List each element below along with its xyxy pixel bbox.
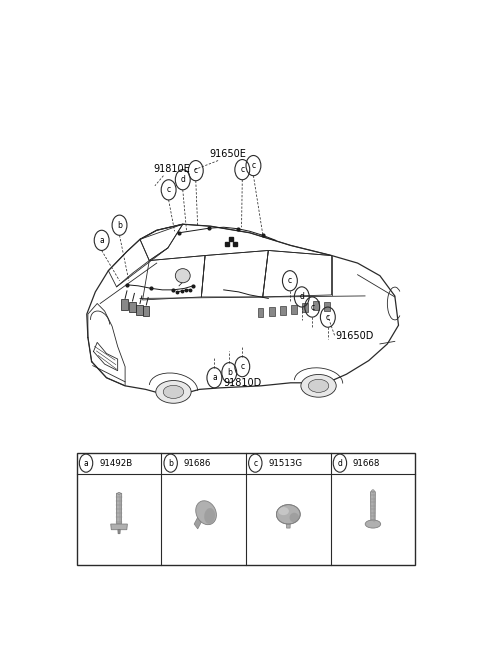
Polygon shape — [194, 513, 204, 529]
Text: d: d — [300, 293, 304, 301]
Text: 91810D: 91810D — [223, 379, 262, 388]
Ellipse shape — [278, 507, 289, 515]
FancyBboxPatch shape — [129, 302, 135, 312]
Ellipse shape — [163, 385, 184, 398]
Text: d: d — [180, 175, 185, 184]
Polygon shape — [371, 492, 375, 522]
Polygon shape — [117, 493, 121, 524]
Text: a: a — [84, 459, 88, 468]
Text: c: c — [288, 276, 292, 285]
Ellipse shape — [175, 269, 190, 283]
Text: c: c — [240, 362, 244, 371]
Bar — [77, 453, 415, 565]
Ellipse shape — [118, 493, 120, 494]
Ellipse shape — [301, 375, 336, 397]
Text: 91650E: 91650E — [210, 148, 247, 159]
Text: c: c — [252, 161, 255, 170]
FancyBboxPatch shape — [121, 299, 128, 310]
FancyBboxPatch shape — [280, 306, 286, 315]
Ellipse shape — [196, 501, 216, 525]
Text: c: c — [194, 166, 198, 175]
FancyBboxPatch shape — [269, 307, 275, 316]
Ellipse shape — [156, 380, 191, 403]
Ellipse shape — [276, 504, 300, 524]
Text: b: b — [117, 220, 122, 230]
Text: d: d — [337, 459, 342, 468]
FancyBboxPatch shape — [313, 301, 319, 310]
FancyBboxPatch shape — [258, 308, 264, 317]
Text: 91810E: 91810E — [153, 164, 190, 174]
Text: a: a — [212, 373, 217, 382]
Polygon shape — [373, 492, 375, 522]
Text: c: c — [326, 313, 330, 321]
Text: b: b — [168, 459, 173, 468]
Polygon shape — [111, 524, 127, 529]
FancyBboxPatch shape — [324, 302, 330, 311]
FancyBboxPatch shape — [136, 304, 143, 315]
Ellipse shape — [372, 490, 374, 492]
FancyBboxPatch shape — [302, 303, 308, 312]
Text: c: c — [253, 459, 257, 468]
Text: 91686: 91686 — [184, 459, 211, 468]
Text: c: c — [167, 186, 171, 194]
Ellipse shape — [308, 379, 329, 392]
Polygon shape — [118, 529, 120, 534]
Text: b: b — [227, 368, 232, 377]
Text: c: c — [310, 302, 314, 312]
Polygon shape — [119, 493, 121, 524]
Polygon shape — [286, 514, 290, 528]
Text: 91668: 91668 — [353, 459, 380, 468]
Ellipse shape — [289, 513, 299, 522]
Text: 91650D: 91650D — [335, 331, 373, 341]
Text: a: a — [99, 236, 104, 245]
Text: 91513G: 91513G — [268, 459, 302, 468]
FancyBboxPatch shape — [143, 306, 149, 316]
Text: c: c — [240, 165, 244, 174]
Ellipse shape — [204, 508, 215, 524]
Text: 91492B: 91492B — [99, 459, 132, 468]
Ellipse shape — [365, 520, 381, 528]
FancyBboxPatch shape — [291, 304, 297, 314]
